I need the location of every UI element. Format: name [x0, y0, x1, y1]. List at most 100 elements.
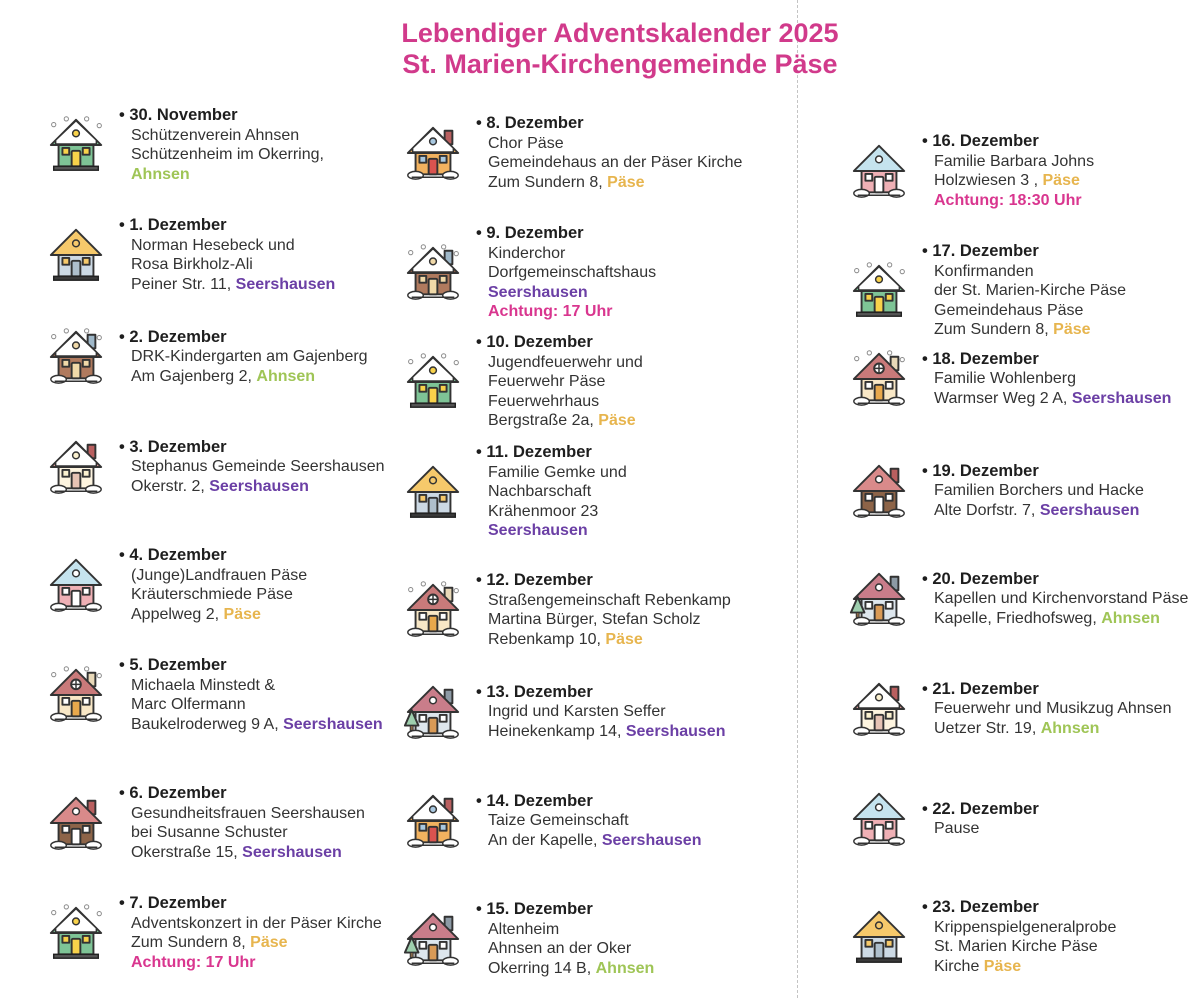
entry-line: Achtung: 17 Uhr — [476, 302, 656, 322]
entry-line: Kinderchor — [476, 244, 656, 264]
plain-text: Krähenmoor 23 — [488, 502, 599, 520]
plain-text: Alte Dorfstr. 7, — [934, 501, 1040, 519]
plain-text: Familie Wohlenberg — [934, 370, 1076, 388]
location-text: Päse — [598, 412, 636, 429]
plain-text: Altenheim — [488, 920, 560, 938]
entry-line: Dorfgemeinschaftshaus — [476, 263, 656, 283]
plain-text: An der Kapelle, — [488, 831, 602, 849]
entry-line: An der Kapelle, Seershausen — [476, 831, 701, 851]
location-text: Päse — [250, 934, 288, 951]
entry-date: 14. Dezember — [476, 792, 701, 812]
plain-text: (Junge)Landfrauen Päse — [131, 566, 308, 584]
entry-date: 3. Dezember — [119, 438, 385, 458]
entry-line: Kräuterschmiede Päse — [119, 585, 307, 605]
green-snow-house-icon — [402, 351, 464, 413]
location-text: Päse — [607, 173, 645, 191]
entry-date: 7. Dezember — [119, 894, 382, 914]
plain-text: Straßengemeinschaft Rebenkamp — [488, 591, 731, 609]
entry-date: 23. Dezember — [922, 898, 1116, 918]
entry-line: Jugendfeuerwehr und — [476, 353, 643, 373]
location-text: Päse — [983, 957, 1022, 975]
plain-text: Okerstraße 15, — [131, 843, 243, 861]
entry-line: Ahnsen — [119, 165, 324, 185]
log-cabin-snow-icon — [402, 242, 464, 304]
plain-text: Ingrid und Karsten Seffer — [488, 703, 666, 721]
gray-tree-house-icon — [402, 908, 464, 970]
plain-text: Zum Sundern 8, — [488, 173, 608, 191]
plain-text: Rebenkamp 10, — [488, 630, 606, 648]
plain-text: Feuerwehr und Musikzug Ahnsen — [934, 700, 1172, 718]
location-text: Seershausen — [601, 831, 702, 849]
plain-text: Gemeindehaus an der Päser Kirche — [488, 154, 743, 171]
plain-text: Uetzer Str. 19, — [934, 719, 1041, 737]
entry-line: Okerring 14 B, Ahnsen — [476, 959, 654, 979]
entry-date: 16. Dezember — [922, 132, 1094, 152]
entry-date: 15. Dezember — [476, 900, 654, 920]
cream-red-roof-house-icon — [848, 678, 910, 740]
entry-date: 12. Dezember — [476, 571, 731, 591]
plain-text: Dorfgemeinschaftshaus — [488, 264, 657, 281]
entry-line: Nachbarschaft — [476, 482, 627, 502]
location-text: Päse — [1042, 172, 1080, 189]
entry-line: Uetzer Str. 19, Ahnsen — [922, 719, 1171, 739]
entry-date: 1. Dezember — [119, 216, 335, 236]
entry-date: 30. November — [119, 106, 324, 126]
entry-line: DRK-Kindergarten am Gajenberg — [119, 347, 368, 367]
entry-line: Holzwiesen 3 , Päse — [922, 171, 1094, 191]
entry-line: Ingrid und Karsten Seffer — [476, 702, 725, 722]
entry-line: Kapelle, Friedhofsweg, Ahnsen — [922, 609, 1188, 629]
plain-text: Appelweg 2, — [131, 605, 224, 623]
entry-line: Familien Borchers und Hacke — [922, 481, 1144, 501]
plain-text: Familie Gemke und — [488, 463, 627, 481]
plain-text: Kapelle, Friedhofsweg, — [934, 609, 1102, 627]
location-text: Ahnsen — [256, 367, 316, 385]
entry-line: Gemeindehaus an der Päser Kirche — [476, 153, 742, 173]
plain-text: DRK-Kindergarten am Gajenberg — [131, 348, 368, 366]
tan-round-window-house-icon — [45, 664, 107, 726]
entry-date: 6. Dezember — [119, 784, 365, 804]
entry-line: Feuerwehr Päse — [476, 372, 643, 392]
blue-yellow-roof-house-icon — [848, 906, 910, 968]
entry-date: 21. Dezember — [922, 680, 1171, 700]
entry-date: 18. Dezember — [922, 350, 1171, 370]
entry-line: Krähenmoor 23 — [476, 502, 627, 522]
entry-date: 17. Dezember — [922, 242, 1126, 262]
pink-blue-roof-house-icon — [848, 788, 910, 850]
plain-text: Schützenheim im Okerring, — [131, 146, 324, 163]
plain-text: Schützenverein Ahnsen — [131, 126, 300, 144]
title-line-1: Lebendiger Adventskalender 2025 — [401, 18, 839, 48]
entry-line: Adventskonzert in der Päser Kirche — [119, 914, 382, 934]
entry-line: bei Susanne Schuster — [119, 823, 365, 843]
location-text: Ahnsen — [595, 959, 655, 977]
orange-red-door-house-icon — [402, 122, 464, 184]
entry-line: Taize Gemeinschaft — [476, 811, 701, 831]
warning-text: Achtung: 17 Uhr — [488, 303, 613, 320]
plain-text: Martina Bürger, Stefan Scholz — [488, 611, 701, 628]
entry-line: Stephanus Gemeinde Seershausen — [119, 457, 385, 477]
entry-line: Peiner Str. 11, Seershausen — [119, 275, 335, 295]
calendar-entry: 4. Dezember(Junge)Landfrauen Päse Kräuter… — [45, 546, 307, 624]
entry-line: Altenheim — [476, 920, 654, 940]
entry-line: Konfirmanden — [922, 262, 1126, 282]
entry-text: 4. Dezember(Junge)Landfrauen Päse Kräuter… — [119, 546, 307, 624]
location-text: Seershausen — [488, 283, 588, 301]
plain-text: Familie Barbara Johns — [934, 152, 1095, 170]
gray-tree-house-icon — [848, 568, 910, 630]
plain-text: Ahnsen an der Oker — [488, 940, 632, 957]
